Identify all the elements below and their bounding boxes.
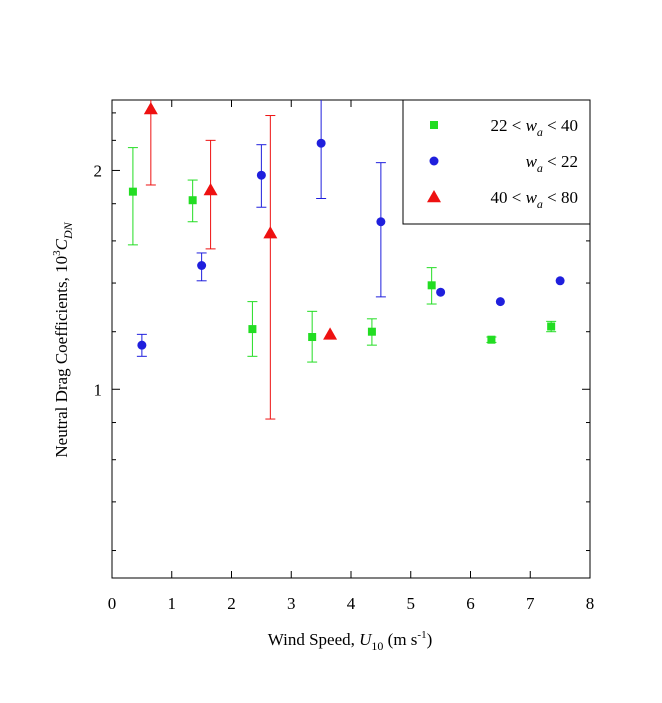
x-tick-label: 5 xyxy=(407,594,416,613)
data-point xyxy=(436,287,446,297)
data-point xyxy=(143,101,158,115)
data-point xyxy=(487,335,496,344)
data-point xyxy=(248,325,257,334)
legend: 22 < wa < 40 wa < 22 40 < wa < 80 xyxy=(402,99,591,225)
legend-entry: 22 < wa < 40 xyxy=(430,116,578,139)
data-point xyxy=(188,196,197,205)
x-tick-label: 1 xyxy=(168,594,177,613)
y-tick-label: 1 xyxy=(94,380,103,399)
data-point xyxy=(323,327,338,340)
data-point xyxy=(128,187,137,196)
x-tick-label: 8 xyxy=(586,594,595,613)
data-point xyxy=(376,217,386,227)
data-point xyxy=(547,322,556,331)
data-point xyxy=(256,170,266,180)
y-axis-label: Neutral Drag Coefficients, 103CDN xyxy=(51,221,75,457)
legend-marker xyxy=(427,190,441,203)
data-point xyxy=(367,327,376,336)
legend-entry: wa < 22 xyxy=(429,152,578,175)
data-point xyxy=(263,226,278,239)
x-tick-label: 0 xyxy=(108,594,117,613)
x-tick-label: 4 xyxy=(347,594,356,613)
y-tick-label: 2 xyxy=(94,161,103,180)
x-tick-label: 7 xyxy=(526,594,535,613)
data-point xyxy=(495,297,505,307)
legend-label: wa < 22 xyxy=(526,152,578,175)
x-tick-label: 2 xyxy=(227,594,236,613)
x-tick-label: 3 xyxy=(287,594,296,613)
data-point xyxy=(308,333,317,342)
legend-entry: 40 < wa < 80 xyxy=(427,188,578,211)
data-point xyxy=(316,138,326,148)
legend-marker xyxy=(429,156,439,166)
data-point xyxy=(203,182,218,196)
legend-label: 22 < wa < 40 xyxy=(490,116,578,139)
data-markers xyxy=(128,101,565,350)
data-point xyxy=(197,261,207,271)
data-point xyxy=(137,340,147,350)
x-axis-label: Wind Speed, U10 (m s-1) xyxy=(268,629,433,653)
legend-entries: 22 < wa < 40 wa < 22 40 < wa < 80 xyxy=(427,116,578,211)
data-point xyxy=(427,281,436,290)
legend-label: 40 < wa < 80 xyxy=(490,188,578,211)
x-tick-label: 6 xyxy=(466,594,475,613)
data-point xyxy=(555,276,565,286)
legend-marker xyxy=(430,121,438,129)
axes: 0 1 2 3 4 5 6 7 8 1 2 xyxy=(94,99,595,613)
